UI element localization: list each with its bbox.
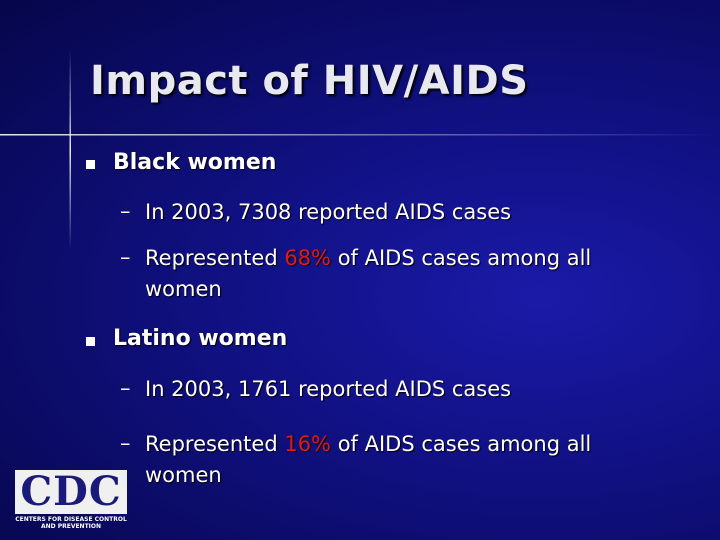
dash: – <box>120 376 131 400</box>
bullet-text: Latino women <box>113 326 288 351</box>
highlight: 16% <box>284 432 332 456</box>
dash: – <box>120 245 131 269</box>
sub-bullet-text: In 2003, 7308 reported AIDS cases <box>145 200 512 224</box>
cross-horizontal <box>0 134 720 136</box>
slide-title: Impact of HIV/AIDS <box>90 58 529 104</box>
logo: CDC CENTERS FOR DISEASE CONTROL AND PREV… <box>15 470 127 532</box>
dash: – <box>120 431 131 455</box>
sub-bullet-text: Represented 16% of AIDS cases among all … <box>145 429 645 491</box>
highlight: 68% <box>284 246 332 270</box>
logo-text: CDC <box>15 470 127 514</box>
bullet <box>86 160 95 169</box>
dash: – <box>120 199 131 223</box>
text: Represented <box>145 246 285 270</box>
sub-bullet-text: Represented 68% of AIDS cases among all … <box>145 243 645 305</box>
bullet <box>86 337 95 346</box>
bullet-text: Black women <box>113 150 277 175</box>
text: of AIDS cases among all women <box>145 432 592 487</box>
sub-bullet-text: In 2003, 1761 reported AIDS cases <box>145 377 512 401</box>
text: of AIDS cases among all women <box>145 246 592 301</box>
cross-vertical <box>69 50 71 250</box>
text: Represented <box>145 432 285 456</box>
logo-subtext: CENTERS FOR DISEASE CONTROL AND PREVENTI… <box>15 516 127 530</box>
